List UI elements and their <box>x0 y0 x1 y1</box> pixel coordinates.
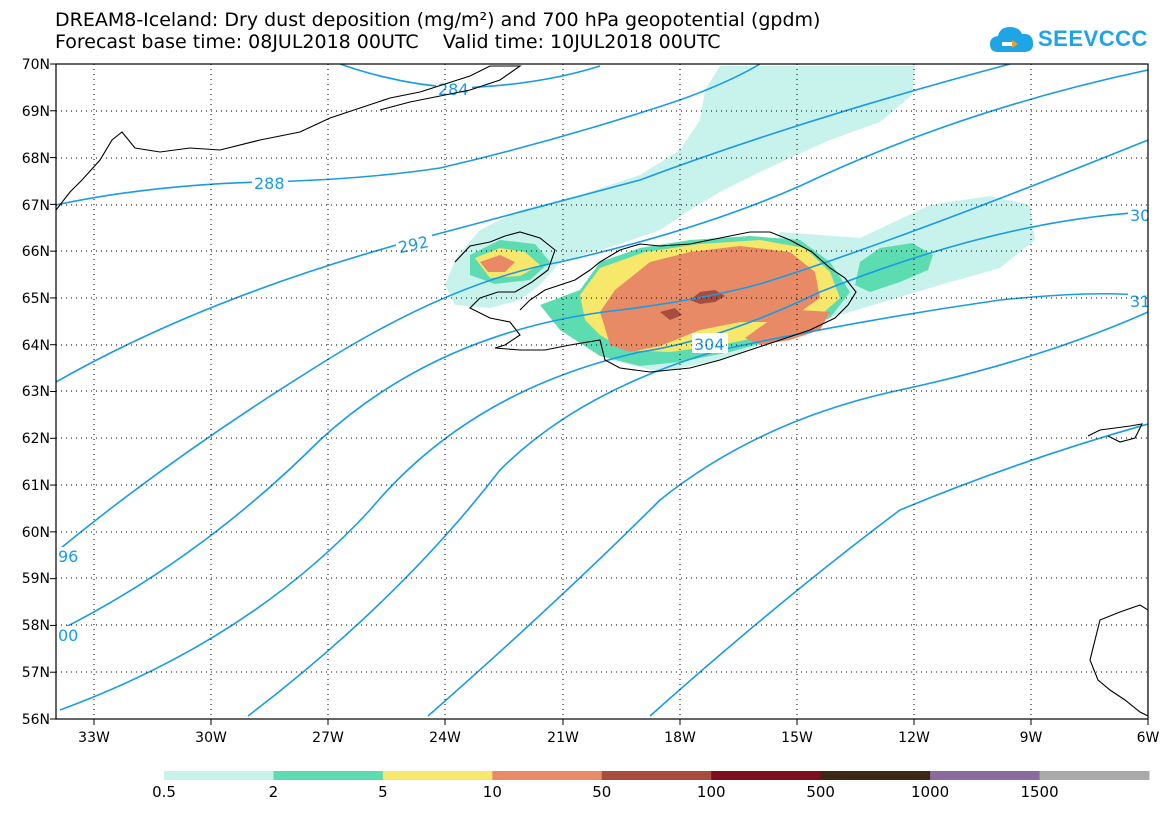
base-time: Forecast base time: 08JUL2018 00UTC <box>55 31 419 53</box>
legend-label: 5 <box>378 783 388 801</box>
iceland-coast <box>454 231 857 373</box>
contour-label-304: 304 <box>694 335 725 354</box>
lon-label: 9W <box>1020 730 1043 746</box>
lon-label: 33W <box>78 730 110 746</box>
legend-label: 100 <box>696 783 726 801</box>
longitude-labels: 33W 30W 27W 24W 21W 18W 15W 12W 9W 6W <box>78 730 1159 746</box>
lon-label: 30W <box>195 730 227 746</box>
legend-swatch <box>382 771 493 780</box>
contour-labels: 284 288 292 96 00 304 30 31 <box>56 79 1150 645</box>
lat-label: 63N <box>22 384 50 400</box>
tick-marks <box>50 63 1149 725</box>
lat-label: 70N <box>22 57 50 73</box>
legend-swatch <box>601 771 712 780</box>
legend-swatch <box>273 771 384 780</box>
lat-label: 59N <box>22 571 50 587</box>
contour-308 <box>247 292 1148 717</box>
seevccc-logo: SEEVCCC <box>988 20 1153 60</box>
lat-label: 69N <box>22 104 50 120</box>
valid-time: Valid time: 10JUL2018 00UTC <box>442 31 721 53</box>
map-title: DREAM8-Iceland: Dry dust deposition (mg/… <box>55 9 821 31</box>
geopotential-contours <box>56 64 1148 717</box>
lon-label: 27W <box>312 730 344 746</box>
lon-label: 21W <box>547 730 579 746</box>
dust-level-2 <box>855 243 933 292</box>
lat-label: 66N <box>22 244 50 260</box>
lat-label: 67N <box>22 198 50 214</box>
legend-swatch <box>711 771 822 780</box>
contour-288 <box>56 64 761 206</box>
latitude-labels: 70N 69N 68N 67N 66N 65N 64N 63N 62N 61N … <box>22 57 50 728</box>
legend-label: 500 <box>806 783 835 801</box>
lon-label: 15W <box>781 730 813 746</box>
legend-label: 2 <box>268 783 279 801</box>
legend-colorbar <box>164 771 1150 780</box>
map-subtitle: Forecast base time: 08JUL2018 00UTC Vali… <box>55 32 721 53</box>
lon-label: 18W <box>664 730 696 746</box>
legend-label: 10 <box>482 783 502 801</box>
contour-316 <box>649 423 1148 717</box>
contour-label-31x: 31 <box>1130 292 1150 311</box>
contour-label-296: 96 <box>58 547 78 566</box>
contour-label-288: 288 <box>254 174 285 193</box>
lat-label: 62N <box>22 431 50 447</box>
contour-292 <box>56 64 1011 383</box>
gridlines <box>56 64 1148 719</box>
contour-label-300: 00 <box>58 626 78 645</box>
lat-label: 58N <box>22 618 50 634</box>
legend-swatch <box>1039 771 1150 780</box>
contour-label-30x: 30 <box>1130 206 1150 225</box>
legend-label: 1500 <box>1020 783 1059 801</box>
lat-label: 60N <box>22 525 50 541</box>
contour-296 <box>56 69 1148 553</box>
cloud-icon <box>990 27 1034 52</box>
lat-label: 65N <box>22 291 50 307</box>
contour-300 <box>56 139 1148 633</box>
logo-text: SEEVCCC <box>1038 26 1148 51</box>
dust-level-50 <box>690 290 725 304</box>
contour-304 <box>59 211 1148 711</box>
legend-label: 50 <box>592 783 612 801</box>
lat-label: 56N <box>22 712 50 728</box>
legend-swatch <box>930 771 1041 780</box>
lat-label: 61N <box>22 478 50 494</box>
lat-label: 64N <box>22 338 50 354</box>
lon-label: 12W <box>898 730 930 746</box>
lon-label: 6W <box>1137 730 1160 746</box>
contour-label-284: 284 <box>438 80 469 99</box>
legend-label: 1000 <box>911 783 950 801</box>
lat-label: 68N <box>22 151 50 167</box>
scotland-coast <box>1089 604 1148 717</box>
coastlines <box>56 65 1148 717</box>
lon-label: 24W <box>429 730 461 746</box>
legend-swatch <box>164 771 274 780</box>
legend-swatch <box>820 771 931 780</box>
lat-label: 57N <box>22 665 50 681</box>
legend-swatch <box>492 771 603 780</box>
faroe-coast <box>1087 423 1143 443</box>
greenland-coast <box>56 65 522 211</box>
legend-label: 0.5 <box>152 783 176 801</box>
contour-312 <box>427 311 1148 717</box>
